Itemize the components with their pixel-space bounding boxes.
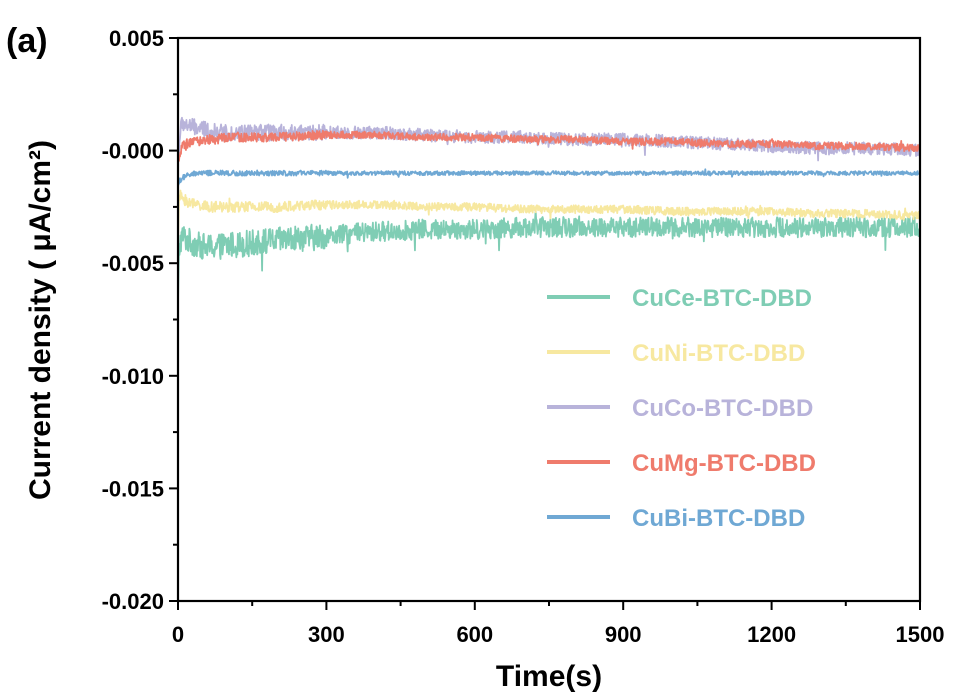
y-tick-label: -0.000 [102,139,164,164]
y-tick-label: 0.005 [109,26,164,51]
y-tick-label: -0.015 [102,476,164,501]
legend: CuCe-BTC-DBD CuNi-BTC-DBD CuCo-BTC-DBD CuMg… [547,285,816,532]
legend-label: CuBi-BTC-DBD [632,505,805,532]
x-axis-title: Time(s) [496,660,602,693]
legend-label: CuNi-BTC-DBD [632,340,805,367]
y-axis: 0.005 -0.000 -0.005 -0.010 -0.015 -0.020 [102,26,178,614]
x-tick-label: 0 [172,622,184,647]
y-tick-label: -0.010 [102,364,164,389]
y-tick-label: -0.020 [102,589,164,614]
series-line-cuce-btc-dbd [178,209,920,303]
x-axis: 0 300 600 900 1200 1500 [172,601,945,647]
x-tick-label: 1500 [896,622,945,647]
legend-label: CuMg-BTC-DBD [632,450,816,477]
series-line-cubi-btc-dbd [178,168,920,187]
x-tick-label: 600 [456,622,493,647]
series-layer [178,116,920,303]
y-tick-label: -0.005 [102,251,164,276]
x-tick-label: 300 [308,622,345,647]
legend-label: CuCe-BTC-DBD [632,285,812,312]
x-tick-label: 900 [605,622,642,647]
series-line-cuni-btc-dbd [178,189,920,245]
x-tick-label: 1200 [747,622,796,647]
series-line-cumg-btc-dbd [178,129,920,162]
legend-label: CuCo-BTC-DBD [632,395,813,422]
panel-label: (a) [6,22,48,60]
y-axis-title: Current density ( μA/cm²) [24,140,57,500]
